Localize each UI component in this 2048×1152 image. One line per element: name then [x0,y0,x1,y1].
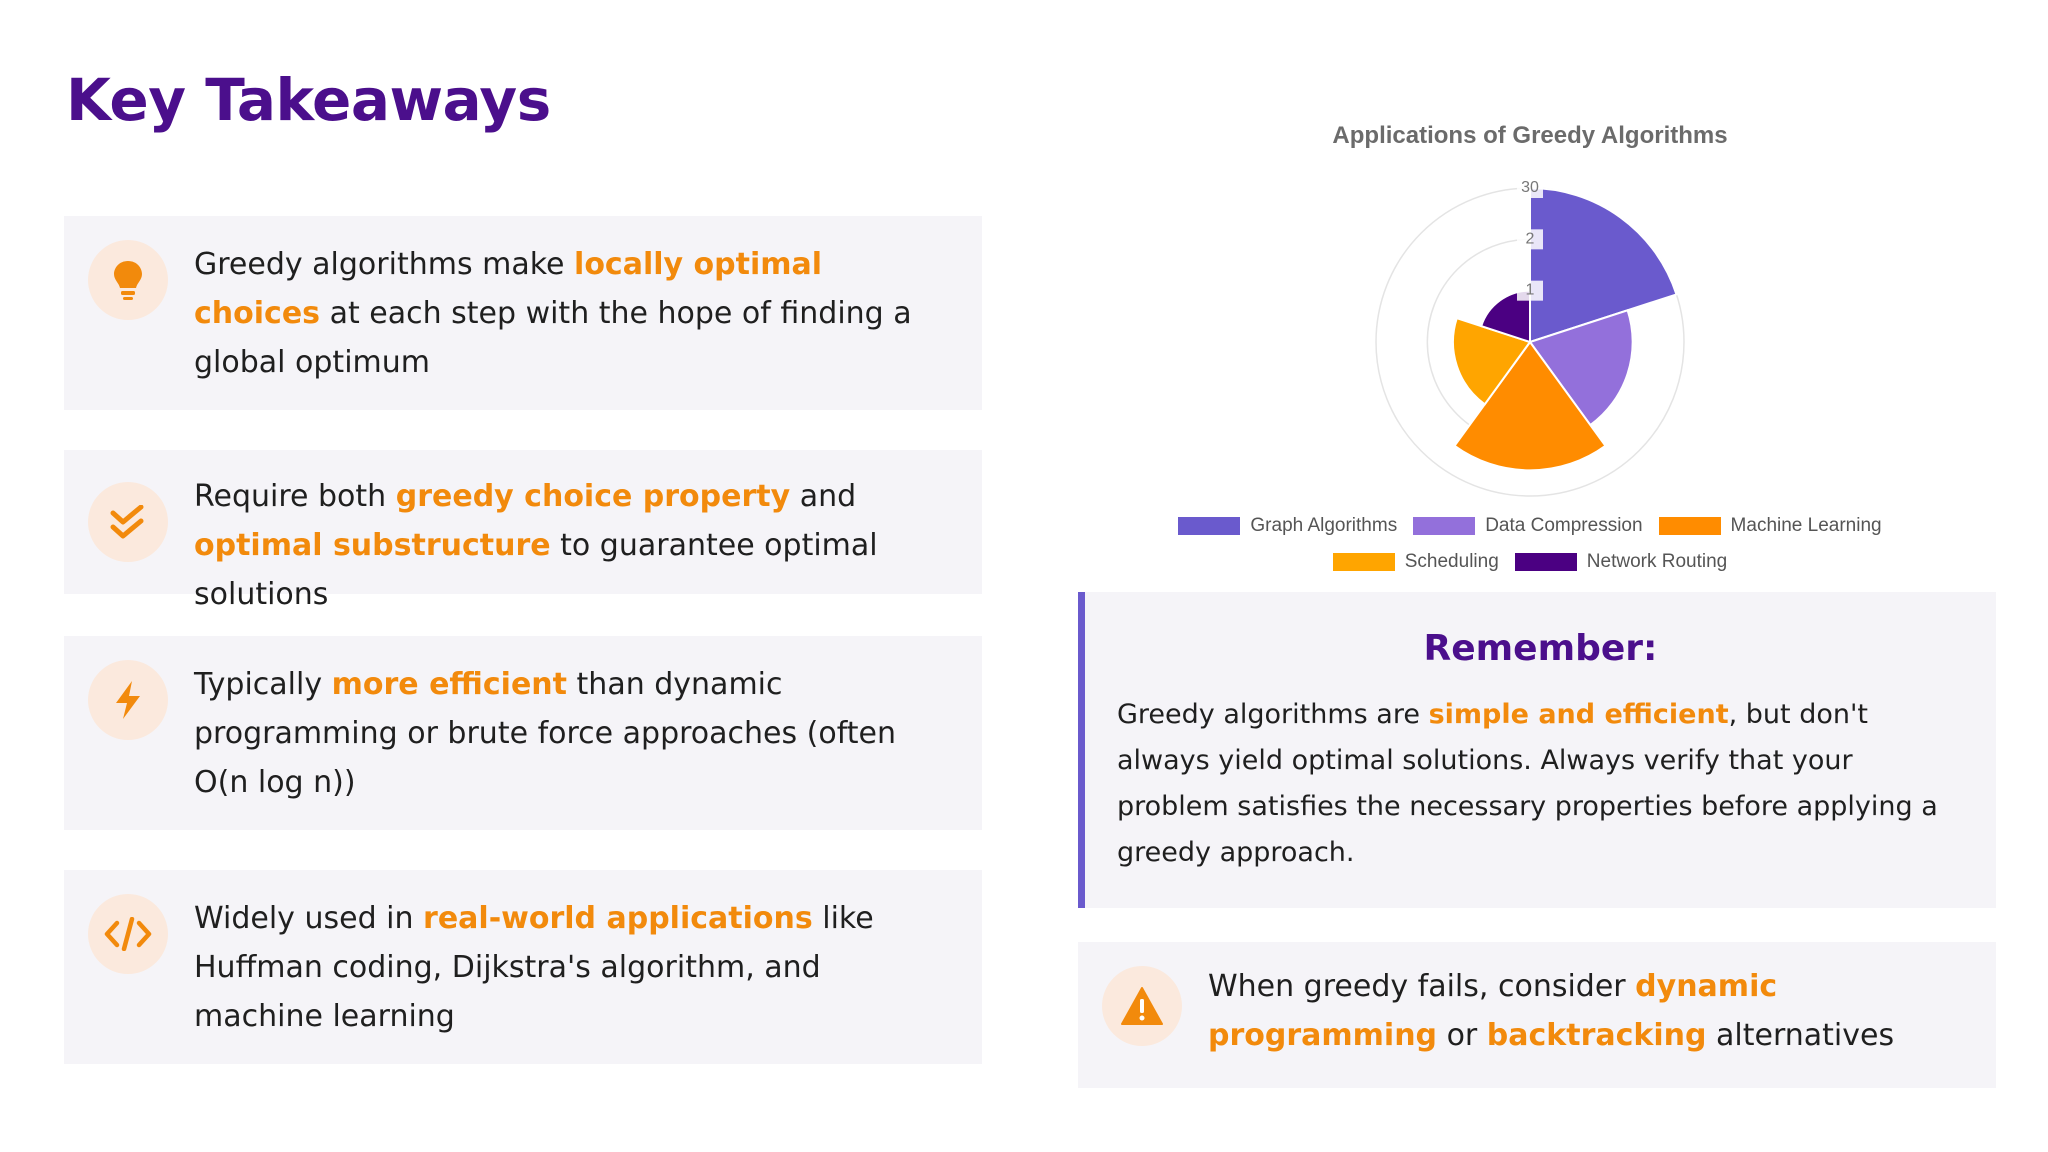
legend-item[interactable]: Data Compression [1413,515,1643,537]
tick-label-bg [1517,178,1543,198]
highlight: simple and efficient [1428,699,1729,730]
highlight: optimal substructure [194,528,551,563]
warning-callout: When greedy fails, consider dynamic prog… [1078,942,1996,1088]
legend-label: Machine Learning [1730,515,1882,536]
warning-text: When greedy fails, consider dynamic prog… [1208,969,1895,1053]
slice-graph-algorithms[interactable] [1529,186,1678,344]
double-check-icon [88,482,168,562]
legend-item[interactable]: Graph Algorithms [1178,515,1397,537]
chart: Applications of Greedy Algorithms 1 2 30 G… [1100,110,1960,590]
takeaway-card: Widely used in real-world applications l… [64,870,982,1064]
chart-title: Applications of Greedy Algorithms [1332,122,1728,149]
legend-swatch [1332,553,1395,571]
warning-icon [1102,966,1182,1046]
r-tick-label: 2 [1526,230,1535,247]
legend-label: Graph Algorithms [1250,515,1398,536]
slice-data-compression[interactable] [1528,309,1634,427]
takeaway-card: Greedy algorithms make locally optimal c… [64,216,982,410]
takeaway-text: Widely used in real-world applications l… [194,901,874,1034]
highlight: greedy choice property [395,479,791,514]
legend-swatch [1178,517,1241,535]
legend-item[interactable]: Scheduling [1332,551,1499,573]
legend-label: Network Routing [1586,551,1728,572]
highlight: backtracking [1486,1018,1707,1053]
takeaway-text: Greedy algorithms make locally optimal c… [194,247,912,380]
code-icon [88,894,168,974]
r-tick-label: 1 [1526,282,1535,299]
remember-text: Greedy algorithms are simple and efficie… [1117,699,1938,868]
legend-row: Graph Algorithms Data Compression Machine … [1100,515,1960,537]
takeaway-card: Typically more efficient than dynamic pr… [64,636,982,830]
remember-callout: Remember: Greedy algorithms are simple a… [1078,592,1996,908]
takeaway-text: Require both greedy choice property and … [194,479,878,612]
legend-swatch [1658,517,1721,535]
r-tick-label: 30 [1521,179,1539,196]
legend-item[interactable]: Machine Learning [1658,515,1882,537]
lightbulb-icon [88,240,168,320]
legend-swatch [1413,517,1476,535]
lightning-icon [88,660,168,740]
highlight: locally optimal choices [194,247,823,331]
highlight: more efficient [331,667,567,702]
tick-label-bg [1517,280,1543,301]
legend-label: Scheduling [1404,551,1499,572]
takeaway-text: Typically more efficient than dynamic pr… [194,667,896,800]
slice-scheduling[interactable] [1452,316,1532,406]
remember-heading: Remember: [1423,628,1658,669]
takeaway-card: Require both greedy choice property and … [64,450,982,612]
legend-label: Data Compression [1485,515,1643,536]
legend-row: Scheduling Network Routing [1100,551,1960,573]
tick-label-bg [1517,229,1543,250]
highlight: real-world applications [423,901,813,936]
polar-area-chart: 1 2 30 [1375,178,1685,497]
legend-swatch [1514,553,1577,571]
highlight: dynamic programming [1208,969,1778,1053]
legend-item[interactable]: Network Routing [1514,551,1728,573]
page-title: Key Takeaways [66,66,551,134]
slice-machine-learning[interactable] [1453,340,1607,472]
